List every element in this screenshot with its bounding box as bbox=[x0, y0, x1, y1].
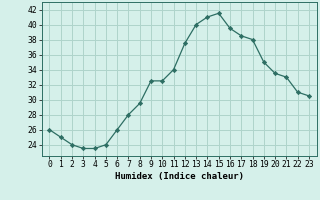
X-axis label: Humidex (Indice chaleur): Humidex (Indice chaleur) bbox=[115, 172, 244, 181]
